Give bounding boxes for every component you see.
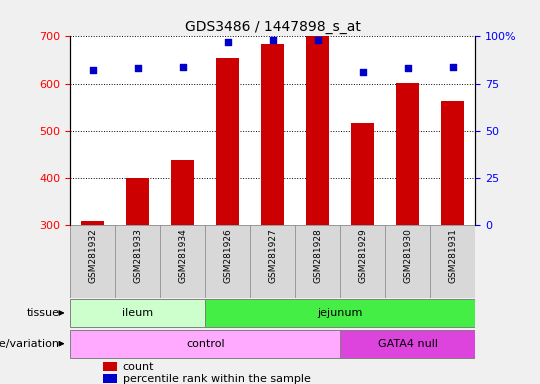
Point <box>403 65 412 71</box>
Point <box>89 67 97 73</box>
Text: GSM281926: GSM281926 <box>223 228 232 283</box>
Title: GDS3486 / 1447898_s_at: GDS3486 / 1447898_s_at <box>185 20 361 34</box>
Bar <box>205 299 475 327</box>
Text: GSM281931: GSM281931 <box>448 228 457 283</box>
Point <box>313 37 322 43</box>
Point <box>268 37 277 43</box>
Text: GSM281934: GSM281934 <box>178 228 187 283</box>
Text: GSM281933: GSM281933 <box>133 228 142 283</box>
Text: jejunum: jejunum <box>318 308 363 318</box>
Text: genotype/variation: genotype/variation <box>0 339 59 349</box>
Bar <box>396 83 419 225</box>
Point <box>178 63 187 70</box>
Text: GSM281930: GSM281930 <box>403 228 412 283</box>
Text: GSM281927: GSM281927 <box>268 228 277 283</box>
Text: percentile rank within the sample: percentile rank within the sample <box>123 374 310 384</box>
Bar <box>82 221 104 225</box>
Text: GATA4 null: GATA4 null <box>377 339 438 349</box>
Bar <box>352 123 374 225</box>
Text: ileum: ileum <box>122 308 153 318</box>
Text: GSM281928: GSM281928 <box>313 228 322 283</box>
Text: GSM281929: GSM281929 <box>358 228 367 283</box>
Point <box>448 63 457 70</box>
Text: control: control <box>186 339 225 349</box>
Bar <box>103 362 117 371</box>
Bar <box>261 43 284 225</box>
Bar <box>172 160 194 225</box>
Text: tissue: tissue <box>26 308 59 318</box>
Bar <box>307 36 329 225</box>
Bar <box>103 374 117 383</box>
Text: count: count <box>123 361 154 372</box>
Text: GSM281932: GSM281932 <box>88 228 97 283</box>
Bar <box>126 178 149 225</box>
Bar <box>217 58 239 225</box>
Bar <box>70 330 340 358</box>
Point <box>133 65 142 71</box>
Point <box>224 39 232 45</box>
Bar <box>442 101 464 225</box>
Bar <box>340 330 475 358</box>
Point <box>359 69 367 75</box>
Bar <box>70 299 205 327</box>
